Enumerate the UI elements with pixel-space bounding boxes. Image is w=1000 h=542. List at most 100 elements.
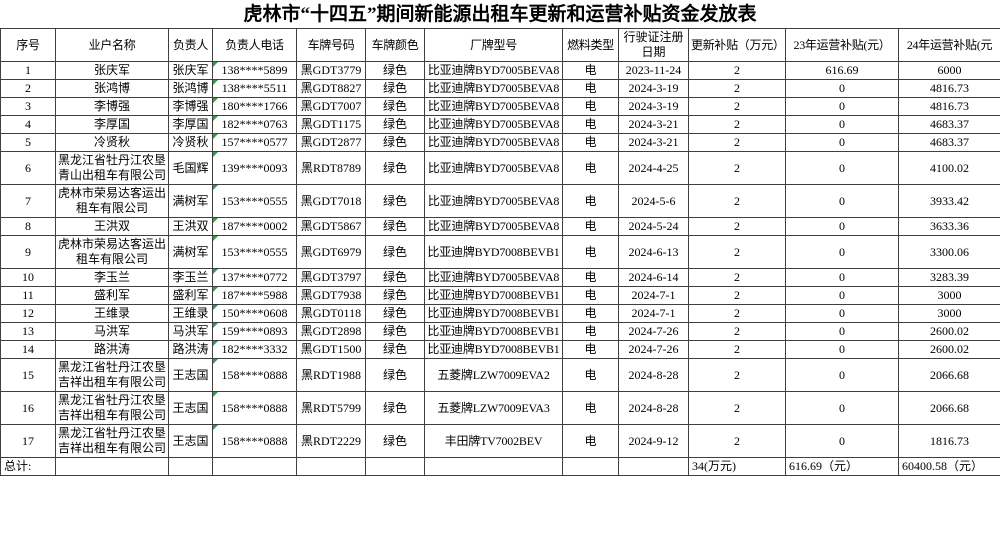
cell-fuel-type: 电 xyxy=(562,79,619,98)
cell-fuel-type: 电 xyxy=(562,424,619,458)
column-header-owner-name: 业户名称 xyxy=(55,28,169,62)
total-empty-cell xyxy=(618,457,689,476)
cell-renewal-subsidy: 2 xyxy=(688,391,786,425)
cell-fuel-type: 电 xyxy=(562,304,619,323)
table-row: 2 张鸿博 张鸿博 138****5511 黑GDT8827 绿色 比亚迪牌BYD7005B… xyxy=(0,79,1000,98)
cell-fuel-type: 电 xyxy=(562,235,619,269)
cell-subsidy-2023: 0 xyxy=(785,322,899,341)
cell-comment-marker-icon xyxy=(213,152,218,157)
cell-phone: 138****5511 xyxy=(212,79,297,98)
page-title: 虎林市“十四五”期间新能源出租车更新和运营补贴资金发放表 xyxy=(243,4,757,25)
cell-renewal-subsidy: 2 xyxy=(688,217,786,236)
total-empty-cell xyxy=(212,457,297,476)
cell-brand-model: 比亚迪牌BYD7005BEVA8 xyxy=(424,184,563,218)
cell-registration-date: 2024-5-24 xyxy=(618,217,689,236)
cell-owner-name: 王维录 xyxy=(55,304,169,323)
cell-plate-number: 黑GDT8827 xyxy=(296,79,366,98)
cell-phone: 159****0893 xyxy=(212,322,297,341)
cell-owner-name: 张庆军 xyxy=(55,61,169,80)
cell-phone: 158****0888 xyxy=(212,424,297,458)
cell-renewal-subsidy: 2 xyxy=(688,358,786,392)
cell-fuel-type: 电 xyxy=(562,286,619,305)
total-empty-cell xyxy=(168,457,213,476)
total-subsidy-2024: 60400.58（元） xyxy=(898,457,1000,476)
header-row: 序号 业户名称 负责人 负责人电话 车牌号码 车牌颜色 厂牌型号 燃料类型 行驶证注册日期 更新补… xyxy=(0,28,1000,62)
table-row: 7 虎林市荣易达客运出租车有限公司 满树军 153****0555 黑GDT7018 绿色… xyxy=(0,184,1000,218)
cell-subsidy-2024: 2066.68 xyxy=(898,391,1000,425)
cell-registration-date: 2024-8-28 xyxy=(618,358,689,392)
cell-subsidy-2023: 0 xyxy=(785,115,899,134)
cell-renewal-subsidy: 2 xyxy=(688,79,786,98)
cell-comment-marker-icon xyxy=(213,185,218,190)
cell-brand-model: 比亚迪牌BYD7005BEVA8 xyxy=(424,61,563,80)
cell-brand-model: 比亚迪牌BYD7008BEVB1 xyxy=(424,322,563,341)
cell-comment-marker-icon xyxy=(213,98,218,103)
cell-plate-number: 黑GDT7007 xyxy=(296,97,366,116)
cell-fuel-type: 电 xyxy=(562,340,619,359)
cell-serial: 7 xyxy=(0,184,56,218)
cell-owner-name: 王洪双 xyxy=(55,217,169,236)
cell-registration-date: 2023-11-24 xyxy=(618,61,689,80)
cell-phone: 187****5988 xyxy=(212,286,297,305)
cell-subsidy-2024: 6000 xyxy=(898,61,1000,80)
cell-brand-model: 比亚迪牌BYD7005BEVA8 xyxy=(424,217,563,236)
cell-renewal-subsidy: 2 xyxy=(688,151,786,185)
cell-plate-number: 黑GDT6979 xyxy=(296,235,366,269)
cell-comment-marker-icon xyxy=(213,392,218,397)
cell-serial: 11 xyxy=(0,286,56,305)
cell-renewal-subsidy: 2 xyxy=(688,235,786,269)
cell-owner-name: 黑龙江省牡丹江农垦吉祥出租车有限公司 xyxy=(55,358,169,392)
cell-phone: 158****0888 xyxy=(212,391,297,425)
cell-renewal-subsidy: 2 xyxy=(688,184,786,218)
table-row: 11 盛利军 盛利军 187****5988 黑GDT7938 绿色 比亚迪牌BYD7008… xyxy=(0,286,1000,305)
cell-serial: 5 xyxy=(0,133,56,152)
table-body: 1 张庆军 张庆军 138****5899 黑GDT3779 绿色 比亚迪牌BYD7005B… xyxy=(0,61,1000,476)
cell-vehicle-color: 绿色 xyxy=(365,340,425,359)
cell-subsidy-2023: 0 xyxy=(785,217,899,236)
cell-serial: 3 xyxy=(0,97,56,116)
table-row: 15 黑龙江省牡丹江农垦吉祥出租车有限公司 王志国 158****0888 黑RDT19… xyxy=(0,358,1000,392)
column-header-contact-person: 负责人 xyxy=(168,28,213,62)
cell-owner-name: 李博强 xyxy=(55,97,169,116)
cell-brand-model: 丰田牌TV7002BEV xyxy=(424,424,563,458)
cell-vehicle-color: 绿色 xyxy=(365,79,425,98)
cell-fuel-type: 电 xyxy=(562,151,619,185)
cell-contact-person: 李玉兰 xyxy=(168,268,213,287)
cell-owner-name: 李厚国 xyxy=(55,115,169,134)
cell-renewal-subsidy: 2 xyxy=(688,322,786,341)
cell-comment-marker-icon xyxy=(213,116,218,121)
cell-comment-marker-icon xyxy=(213,269,218,274)
cell-comment-marker-icon xyxy=(213,323,218,328)
total-empty-cell xyxy=(562,457,619,476)
cell-plate-number: 黑GDT7938 xyxy=(296,286,366,305)
cell-comment-marker-icon xyxy=(213,287,218,292)
cell-registration-date: 2024-7-1 xyxy=(618,286,689,305)
cell-contact-person: 王洪双 xyxy=(168,217,213,236)
cell-subsidy-2024: 3000 xyxy=(898,304,1000,323)
cell-phone: 150****0608 xyxy=(212,304,297,323)
cell-renewal-subsidy: 2 xyxy=(688,133,786,152)
cell-phone: 157****0577 xyxy=(212,133,297,152)
cell-comment-marker-icon xyxy=(213,80,218,85)
table-row: 17 黑龙江省牡丹江农垦吉祥出租车有限公司 王志国 158****0888 黑RDT22… xyxy=(0,424,1000,458)
cell-contact-person: 张庆军 xyxy=(168,61,213,80)
column-header-serial: 序号 xyxy=(0,28,56,62)
table-row: 4 李厚国 李厚国 182****0763 黑GDT1175 绿色 比亚迪牌BYD7005B… xyxy=(0,115,1000,134)
cell-phone: 139****0093 xyxy=(212,151,297,185)
cell-contact-person: 满树军 xyxy=(168,184,213,218)
cell-fuel-type: 电 xyxy=(562,115,619,134)
cell-subsidy-2023: 0 xyxy=(785,79,899,98)
cell-brand-model: 比亚迪牌BYD7005BEVA8 xyxy=(424,268,563,287)
cell-plate-number: 黑GDT3797 xyxy=(296,268,366,287)
cell-fuel-type: 电 xyxy=(562,97,619,116)
cell-renewal-subsidy: 2 xyxy=(688,61,786,80)
cell-subsidy-2023: 0 xyxy=(785,97,899,116)
cell-fuel-type: 电 xyxy=(562,322,619,341)
cell-serial: 13 xyxy=(0,322,56,341)
column-header-subsidy-2023: 23年运营补贴(元） xyxy=(785,28,899,62)
cell-subsidy-2024: 4683.37 xyxy=(898,133,1000,152)
cell-brand-model: 比亚迪牌BYD7005BEVA8 xyxy=(424,151,563,185)
cell-comment-marker-icon xyxy=(213,341,218,346)
total-renewal-subsidy: 34(万元) xyxy=(688,457,786,476)
column-header-subsidy-2024: 24年运营补贴(元 xyxy=(898,28,1000,62)
